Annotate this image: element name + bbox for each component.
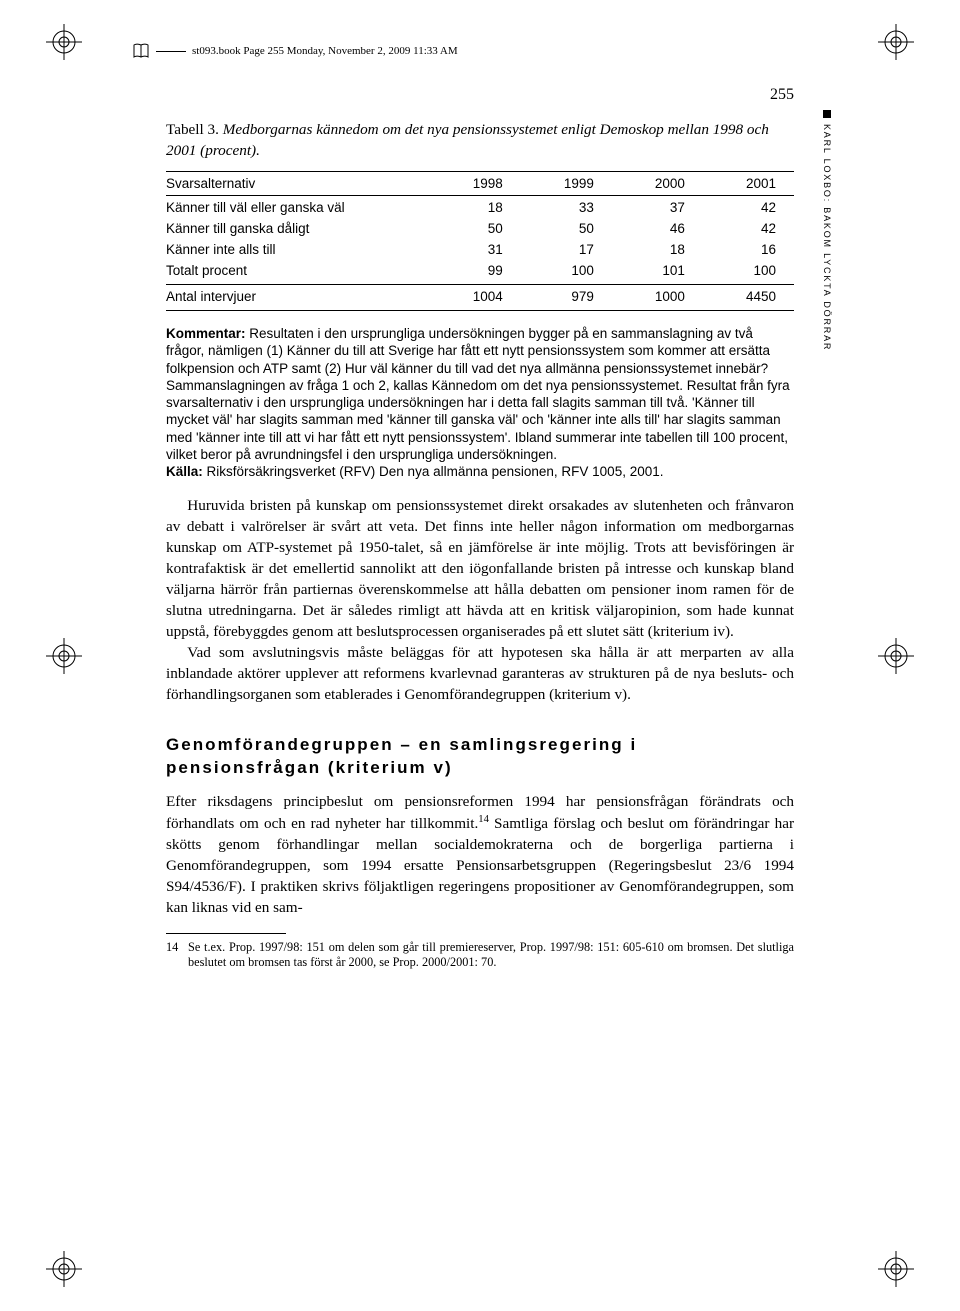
table-note: Kommentar: Resultaten i den ursprungliga… <box>166 325 794 480</box>
cropmark-top-left <box>46 24 82 60</box>
table-caption-label: Tabell 3. <box>166 121 219 138</box>
cropmark-top-right <box>878 24 914 60</box>
kalla-label: Källa: <box>166 464 203 479</box>
kommentar-label: Kommentar: <box>166 326 246 341</box>
body-paragraph: Huruvida bristen på kunskap om pensionss… <box>166 496 794 643</box>
footnote-number: 14 <box>166 940 188 971</box>
cell: Totalt procent <box>166 260 430 285</box>
body-paragraph: Efter riksdagens principbeslut om pensio… <box>166 792 794 919</box>
cell: Antal intervjuer <box>166 285 430 311</box>
footnote-text: Se t.ex. Prop. 1997/98: 151 om delen som… <box>188 940 794 971</box>
footnote-rule <box>166 933 286 934</box>
cropmark-bottom-right <box>878 1251 914 1287</box>
cell: 42 <box>703 196 794 219</box>
book-icon <box>132 42 150 60</box>
cropmark-bottom-left <box>46 1251 82 1287</box>
section-heading: Genomförandegruppen – en samlingsregerin… <box>166 734 794 780</box>
col-header: Svarsalternativ <box>166 172 430 196</box>
col-header: 1998 <box>430 172 521 196</box>
cell: 979 <box>521 285 612 311</box>
cell: Känner inte alls till <box>166 239 430 260</box>
col-header: 2000 <box>612 172 703 196</box>
cell: 4450 <box>703 285 794 311</box>
footnote-ref: 14 <box>478 814 489 825</box>
cell: 99 <box>430 260 521 285</box>
data-table: Svarsalternativ 1998 1999 2000 2001 Känn… <box>166 171 794 311</box>
col-header: 1999 <box>521 172 612 196</box>
cell: 16 <box>703 239 794 260</box>
cell: 100 <box>521 260 612 285</box>
table-row: Antal intervjuer 1004 979 1000 4450 <box>166 285 794 311</box>
cell: 1000 <box>612 285 703 311</box>
header-stamp-text: st093.book Page 255 Monday, November 2, … <box>192 45 458 57</box>
kommentar-text: Resultaten i den ursprungliga undersökni… <box>166 326 790 462</box>
cell: 100 <box>703 260 794 285</box>
cell: 18 <box>430 196 521 219</box>
cropmark-left <box>46 638 82 674</box>
cropmark-right <box>878 638 914 674</box>
cell: 46 <box>612 218 703 239</box>
cell: 18 <box>612 239 703 260</box>
cell: Känner till ganska dåligt <box>166 218 430 239</box>
cell: 1004 <box>430 285 521 311</box>
table-caption: Tabell 3. Medborgarnas kännedom om det n… <box>166 120 794 161</box>
page-number: 255 <box>166 86 794 104</box>
cell: 42 <box>703 218 794 239</box>
cell: 50 <box>521 218 612 239</box>
cell: 50 <box>430 218 521 239</box>
col-header: 2001 <box>703 172 794 196</box>
square-bullet-icon <box>823 110 831 118</box>
table-row: Känner till väl eller ganska väl 18 33 3… <box>166 196 794 219</box>
side-running-head: KARL LOXBO: BAKOM LYCKTA DÖRRAR <box>822 110 832 351</box>
table-row: Känner inte alls till 31 17 18 16 <box>166 239 794 260</box>
cell: 31 <box>430 239 521 260</box>
table-row: Totalt procent 99 100 101 100 <box>166 260 794 285</box>
table-caption-text: Medborgarnas kännedom om det nya pension… <box>166 121 769 159</box>
cell: 17 <box>521 239 612 260</box>
body-paragraph: Vad som avslutningsvis måste beläggas fö… <box>166 643 794 706</box>
table-row: Känner till ganska dåligt 50 50 46 42 <box>166 218 794 239</box>
cell: Känner till väl eller ganska väl <box>166 196 430 219</box>
kalla-text: Riksförsäkringsverket (RFV) Den nya allm… <box>203 464 664 479</box>
side-running-head-text: KARL LOXBO: BAKOM LYCKTA DÖRRAR <box>822 124 832 351</box>
table-header-row: Svarsalternativ 1998 1999 2000 2001 <box>166 172 794 196</box>
footnote: 14 Se t.ex. Prop. 1997/98: 151 om delen … <box>166 940 794 971</box>
header-stamp: st093.book Page 255 Monday, November 2, … <box>132 42 458 60</box>
cell: 33 <box>521 196 612 219</box>
cell: 101 <box>612 260 703 285</box>
cell: 37 <box>612 196 703 219</box>
